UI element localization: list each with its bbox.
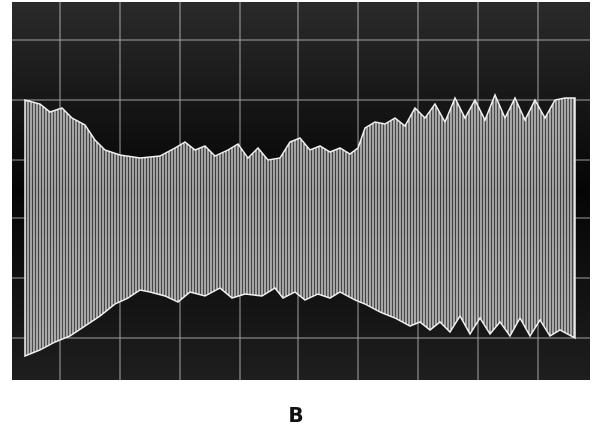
- figure-label: B: [288, 403, 303, 427]
- oscilloscope-figure: B: [0, 0, 600, 431]
- screen-glow: [12, 2, 590, 380]
